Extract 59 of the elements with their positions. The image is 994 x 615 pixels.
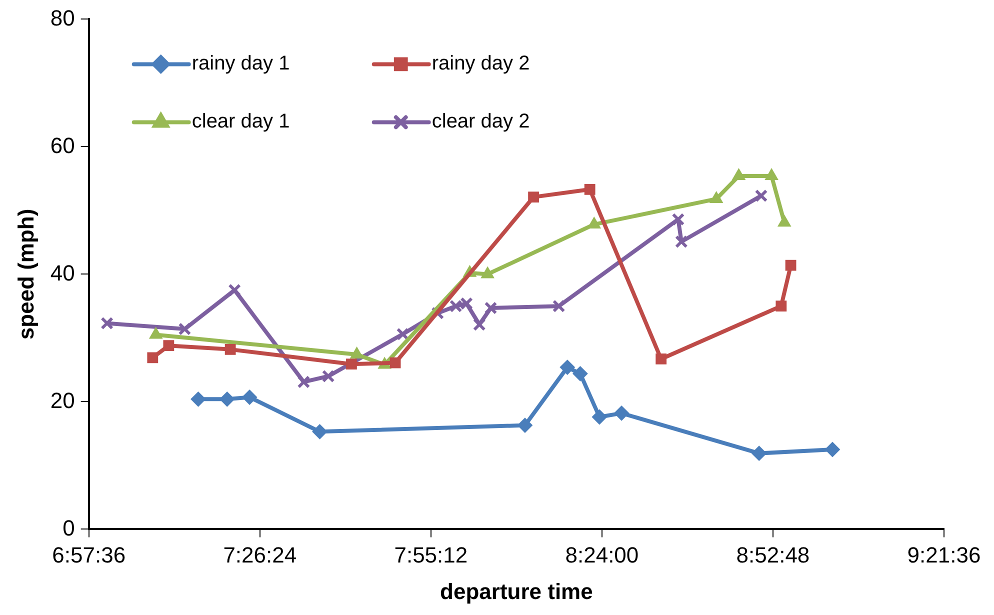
point bbox=[824, 442, 840, 458]
point bbox=[224, 344, 236, 355]
point bbox=[396, 328, 410, 341]
y-tick-label: 60 bbox=[50, 132, 75, 158]
point bbox=[572, 366, 588, 382]
point bbox=[592, 410, 607, 424]
point bbox=[656, 354, 667, 364]
point bbox=[449, 300, 462, 313]
legend-label: clear day 2 bbox=[432, 110, 530, 133]
legend-label: rainy day 1 bbox=[192, 52, 290, 75]
point bbox=[754, 189, 768, 202]
y-tick-label: 0 bbox=[62, 515, 75, 540]
point bbox=[163, 340, 174, 352]
point bbox=[322, 370, 335, 383]
point bbox=[785, 260, 796, 271]
point bbox=[228, 284, 242, 297]
point bbox=[614, 406, 630, 421]
x-tick-label: 7:26:24 bbox=[223, 542, 297, 568]
y-tick-label: 40 bbox=[50, 260, 75, 286]
y-tick-label: 80 bbox=[50, 5, 75, 30]
legend-label: clear day 1 bbox=[192, 110, 290, 133]
point bbox=[674, 235, 688, 248]
x-axis-title: departure time bbox=[440, 578, 593, 604]
point bbox=[297, 375, 310, 388]
point bbox=[460, 297, 474, 310]
point bbox=[312, 424, 328, 440]
x-tick-label: 8:24:00 bbox=[565, 542, 639, 568]
x-tick-label: 8:52:48 bbox=[736, 542, 810, 568]
point bbox=[584, 184, 596, 195]
point bbox=[100, 316, 114, 330]
point bbox=[528, 192, 539, 203]
point bbox=[242, 390, 258, 405]
point bbox=[552, 300, 566, 313]
x-tick-label: 7:55:12 bbox=[394, 542, 468, 568]
point bbox=[346, 358, 357, 370]
point bbox=[560, 360, 575, 375]
y-axis-title: speed (mph) bbox=[13, 208, 38, 340]
point bbox=[776, 300, 787, 312]
point bbox=[778, 215, 791, 227]
point bbox=[710, 191, 723, 203]
x-tick-label: 9:21:36 bbox=[907, 542, 981, 568]
point bbox=[147, 352, 158, 364]
point bbox=[732, 168, 746, 180]
point bbox=[481, 266, 494, 278]
point bbox=[764, 168, 778, 180]
point bbox=[472, 318, 486, 332]
x-tick-label: 6:57:36 bbox=[52, 542, 126, 568]
point bbox=[178, 322, 192, 336]
point bbox=[752, 446, 767, 461]
legend-label: rainy day 2 bbox=[432, 52, 530, 75]
point bbox=[220, 392, 235, 407]
point bbox=[517, 418, 532, 433]
point bbox=[672, 212, 685, 226]
point bbox=[588, 216, 601, 228]
point bbox=[350, 347, 364, 359]
point bbox=[390, 357, 401, 368]
point bbox=[190, 392, 206, 407]
y-tick-label: 20 bbox=[50, 388, 75, 413]
point bbox=[484, 302, 498, 314]
